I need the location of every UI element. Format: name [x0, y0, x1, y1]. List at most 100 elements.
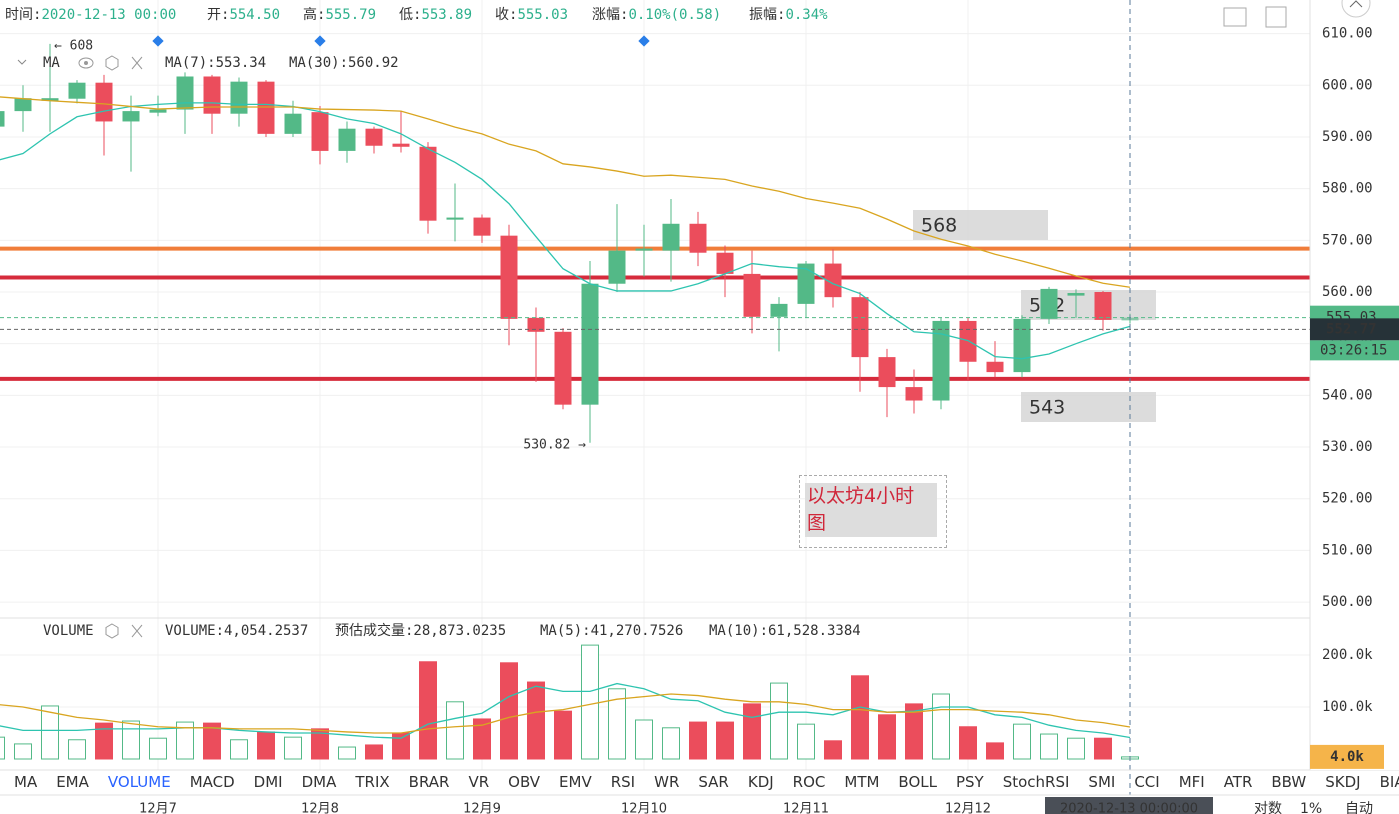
indicator-tab[interactable]: BBW	[1271, 773, 1307, 791]
close-icon[interactable]	[131, 624, 143, 638]
candle-body	[824, 263, 842, 298]
y-tick-label: 510.00	[1322, 542, 1373, 558]
indicator-tab[interactable]: RSI	[610, 773, 636, 791]
y-tick-label: 560.00	[1322, 284, 1373, 300]
settings-icon[interactable]	[105, 623, 119, 639]
indicator-tab[interactable]: BOLL	[898, 773, 937, 791]
candle-body	[14, 98, 32, 112]
screenshot-icon[interactable]	[1223, 7, 1247, 27]
candle-body	[581, 283, 599, 405]
indicator-tab[interactable]: KDJ	[747, 773, 774, 791]
header-value: 553.89	[421, 7, 472, 23]
candle-body	[392, 143, 410, 147]
header-label: 开:	[207, 7, 229, 23]
indicator-tab[interactable]: WR	[654, 773, 680, 791]
indicator-tab[interactable]: PSY	[955, 773, 984, 791]
candle-body	[338, 128, 356, 151]
indicator-tabs: MA EMA VOLUME MACD DMI DMA TRIX BRAR VR OBV EMV RSI…	[14, 770, 1399, 794]
candle-body	[473, 217, 491, 236]
volume-bar	[959, 726, 977, 760]
indicator-tab[interactable]: MTM	[844, 773, 880, 791]
indicator-tab[interactable]: StochRSI	[1002, 773, 1070, 791]
indicator-tab[interactable]: MACD	[189, 773, 235, 791]
y-tick-label: 590.00	[1322, 129, 1373, 145]
x-tick-label: 12月12	[945, 802, 991, 814]
header-label: 振幅:	[749, 7, 785, 23]
collapse-icon[interactable]	[17, 59, 27, 65]
header-item: 振幅:0.34%	[749, 7, 828, 23]
candle-body	[257, 81, 275, 134]
indicator-tab[interactable]: TRIX	[355, 773, 390, 791]
event-marker	[152, 35, 164, 47]
auto-toggle[interactable]: 自动	[1345, 801, 1373, 814]
close-icon[interactable]	[131, 56, 143, 70]
percent-toggle[interactable]: 1%	[1300, 801, 1322, 814]
volume-bar	[770, 682, 788, 760]
indicator-tab[interactable]: EMV	[559, 773, 592, 791]
indicator-tab[interactable]: SAR	[698, 773, 729, 791]
indicator-tab[interactable]: VOLUME	[107, 773, 171, 791]
volume-bar	[905, 703, 923, 760]
settings-icon[interactable]	[105, 55, 119, 71]
indicator-tab[interactable]: VR	[468, 773, 490, 791]
volume-tag	[1310, 744, 1384, 769]
y-tick-label: 600.00	[1322, 77, 1373, 93]
candle-body	[851, 297, 869, 358]
indicator-tab[interactable]: SMI	[1088, 773, 1116, 791]
indicator-tab[interactable]: BRAR	[408, 773, 450, 791]
ma-line	[0, 102, 1131, 360]
candle-body	[797, 263, 815, 304]
candle-body	[365, 128, 383, 146]
ma-line	[0, 96, 1131, 288]
indicator-tab[interactable]: MFI	[1178, 773, 1205, 791]
candle-body	[311, 112, 329, 151]
candle-body	[959, 320, 977, 362]
x-tick-label: 12月8	[301, 802, 339, 814]
candle-body	[446, 217, 464, 220]
indicator-tab[interactable]: ATR	[1223, 773, 1253, 791]
indicator-tab[interactable]: OBV	[508, 773, 541, 791]
candle-body	[284, 113, 302, 134]
indicator-tab[interactable]: SKDJ	[1325, 773, 1361, 791]
volume-bar	[284, 736, 302, 760]
indicator-tab[interactable]: ROC	[792, 773, 826, 791]
header-value: 2020-12-13 00:00	[41, 7, 176, 23]
candle-body	[743, 273, 761, 317]
volume-bar	[257, 731, 275, 760]
candle-body	[662, 223, 680, 251]
header-label: 收:	[495, 7, 517, 23]
volume-bar	[932, 693, 950, 760]
candle-body	[986, 361, 1004, 373]
note-text: 以太坊4小时图	[805, 483, 937, 537]
indicator-tab[interactable]: DMI	[253, 773, 283, 791]
candle-body	[149, 109, 167, 113]
volume-bar	[95, 722, 113, 760]
candle-body	[905, 387, 923, 401]
fullscreen-icon[interactable]	[1265, 6, 1287, 28]
cursor-time-box	[1045, 797, 1213, 814]
volume-bar	[311, 728, 329, 760]
high-marker: ← 608	[54, 38, 93, 53]
volume-bar	[743, 703, 761, 760]
grid-layer	[0, 0, 1310, 770]
header-value: 0.34%	[785, 7, 828, 23]
level-label-box	[913, 210, 1048, 240]
indicator-tab[interactable]: EMA	[56, 773, 89, 791]
scroll-top-button[interactable]	[1341, 0, 1371, 18]
log-toggle[interactable]: 对数	[1254, 801, 1282, 814]
header-label: 低:	[399, 7, 421, 23]
mark-price-tag	[1310, 318, 1399, 341]
eye-icon[interactable]	[78, 57, 94, 69]
volume-bar	[338, 746, 356, 760]
indicator-tab[interactable]: MA	[14, 773, 38, 791]
indicator-tab[interactable]: BIAS	[1379, 773, 1399, 791]
header-label: 时间:	[5, 7, 41, 23]
volume-bar	[716, 721, 734, 760]
candle-body	[878, 357, 896, 388]
ui-layer	[17, 0, 1371, 639]
indicator-tab[interactable]: DMA	[301, 773, 337, 791]
indicator-tab[interactable]: CCI	[1134, 773, 1160, 791]
header-label: 涨幅:	[592, 7, 628, 23]
header-item: 开:554.50	[207, 7, 280, 23]
